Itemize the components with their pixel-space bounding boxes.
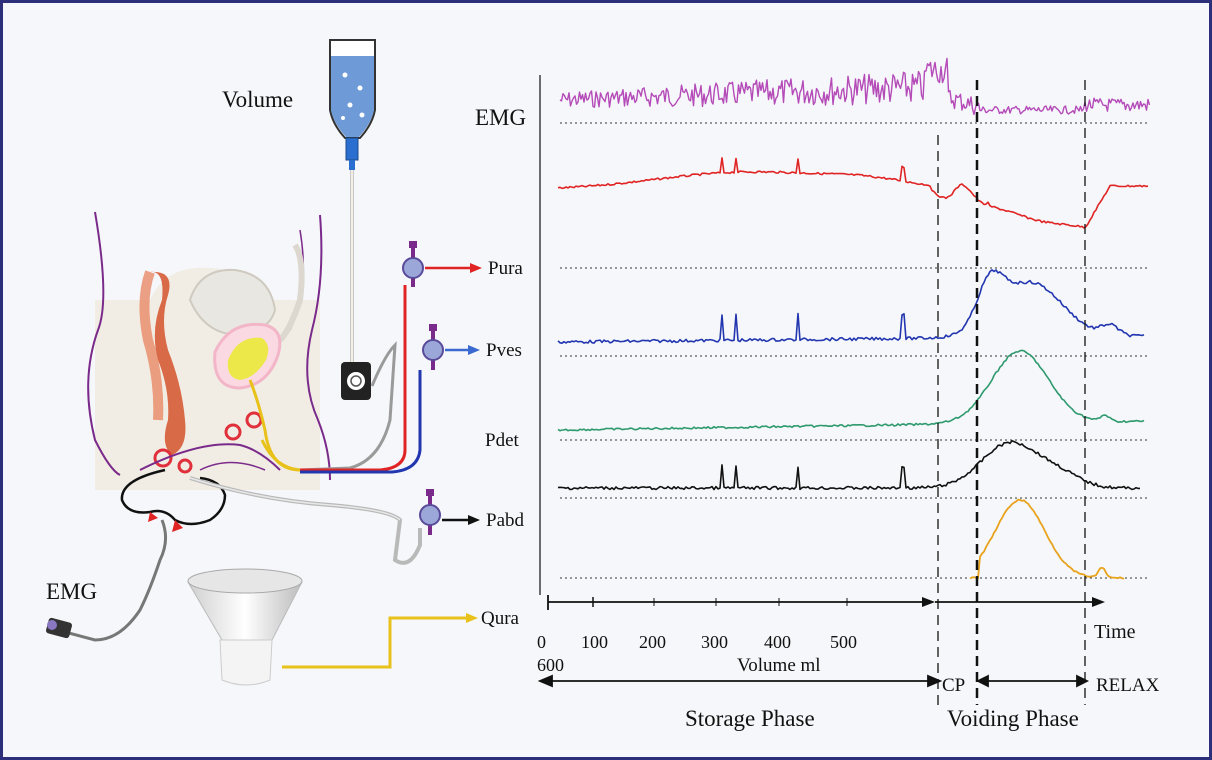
pump-icon bbox=[341, 362, 371, 400]
volume-tick-100: 100 bbox=[581, 632, 608, 652]
volume-tick-400: 400 bbox=[764, 632, 791, 652]
pabd-trace bbox=[558, 441, 1140, 490]
label-pves: Pves bbox=[486, 340, 522, 361]
pves-trace bbox=[558, 270, 1144, 343]
volume-tick-600: 600 bbox=[537, 655, 564, 675]
volume-tick-300: 300 bbox=[701, 632, 728, 652]
emg-connector-icon bbox=[45, 617, 72, 639]
label-storage-phase: Storage Phase bbox=[685, 706, 815, 731]
trace-baselines bbox=[560, 123, 1148, 578]
volume-tick-200: 200 bbox=[639, 632, 666, 652]
label-pdet: Pdet bbox=[485, 430, 520, 451]
infusion-bag-icon bbox=[330, 40, 375, 170]
pdet-trace bbox=[558, 350, 1144, 430]
label-qura: Qura bbox=[481, 608, 520, 629]
label-volume: Volume bbox=[222, 87, 293, 112]
pura-trace bbox=[558, 158, 1148, 228]
transducer-icon-pabd bbox=[420, 489, 440, 535]
volume-tick-0: 0 bbox=[537, 632, 546, 652]
transducer-icon-pves bbox=[423, 324, 443, 370]
phase-markers bbox=[938, 80, 1085, 705]
label-emg-electrode: EMG bbox=[46, 579, 97, 604]
label-emg-trace: EMG bbox=[475, 105, 526, 130]
label-voiding-phase: Voiding Phase bbox=[947, 706, 1079, 731]
label-relax: RELAX bbox=[1096, 675, 1160, 696]
pressure-traces bbox=[558, 58, 1150, 578]
volume-axis bbox=[548, 595, 1105, 610]
label-pabd: Pabd bbox=[486, 510, 525, 531]
volume-tick-500: 500 bbox=[830, 632, 857, 652]
label-pura: Pura bbox=[488, 258, 523, 279]
label-time: Time bbox=[1094, 621, 1136, 643]
label-volume-axis: Volume ml bbox=[737, 655, 821, 676]
transducer-icon-pura bbox=[403, 241, 423, 287]
phase-arrows bbox=[540, 676, 1087, 686]
emg-trace bbox=[560, 58, 1150, 114]
anatomy-illustration bbox=[88, 212, 330, 490]
label-cp: CP bbox=[942, 675, 965, 696]
qura-trace bbox=[970, 500, 1124, 579]
